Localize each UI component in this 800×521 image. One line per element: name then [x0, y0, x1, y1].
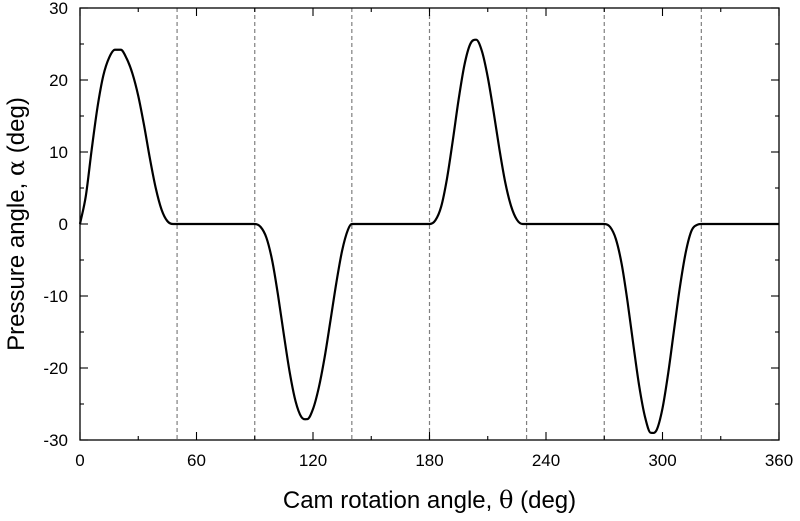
y-tick-label-6: 30: [49, 0, 68, 18]
x-tick-label-2: 120: [299, 451, 327, 470]
y-tick-label-4: 10: [49, 143, 68, 162]
x-tick-label-4: 240: [532, 451, 560, 470]
y-tick-label-5: 20: [49, 71, 68, 90]
x-axis-label: Cam rotation angle, θ (deg): [283, 486, 576, 514]
series-line-0: [78, 38, 779, 435]
y-tick-label-1: -20: [43, 359, 68, 378]
y-tick-label-2: -10: [43, 287, 68, 306]
phase-dividers: [176, 8, 702, 440]
x-tick-labels: 0 60 120 180 240 300 360: [75, 451, 793, 470]
x-tick-label-1: 60: [187, 451, 206, 470]
plot-frame: [79, 7, 780, 441]
y-tick-labels: -30 -20 -10 0 10 20 30: [43, 0, 68, 450]
x-tick-label-6: 360: [765, 451, 793, 470]
y-tick-label-3: 0: [59, 215, 68, 234]
series-group: [78, 38, 779, 435]
x-tick-label-3: 180: [415, 451, 443, 470]
x-tick-label-0: 0: [75, 451, 84, 470]
y-axis-label: Pressure angle, α (deg): [2, 97, 30, 351]
x-tick-label-5: 300: [648, 451, 676, 470]
y-tick-label-0: -30: [43, 431, 68, 450]
